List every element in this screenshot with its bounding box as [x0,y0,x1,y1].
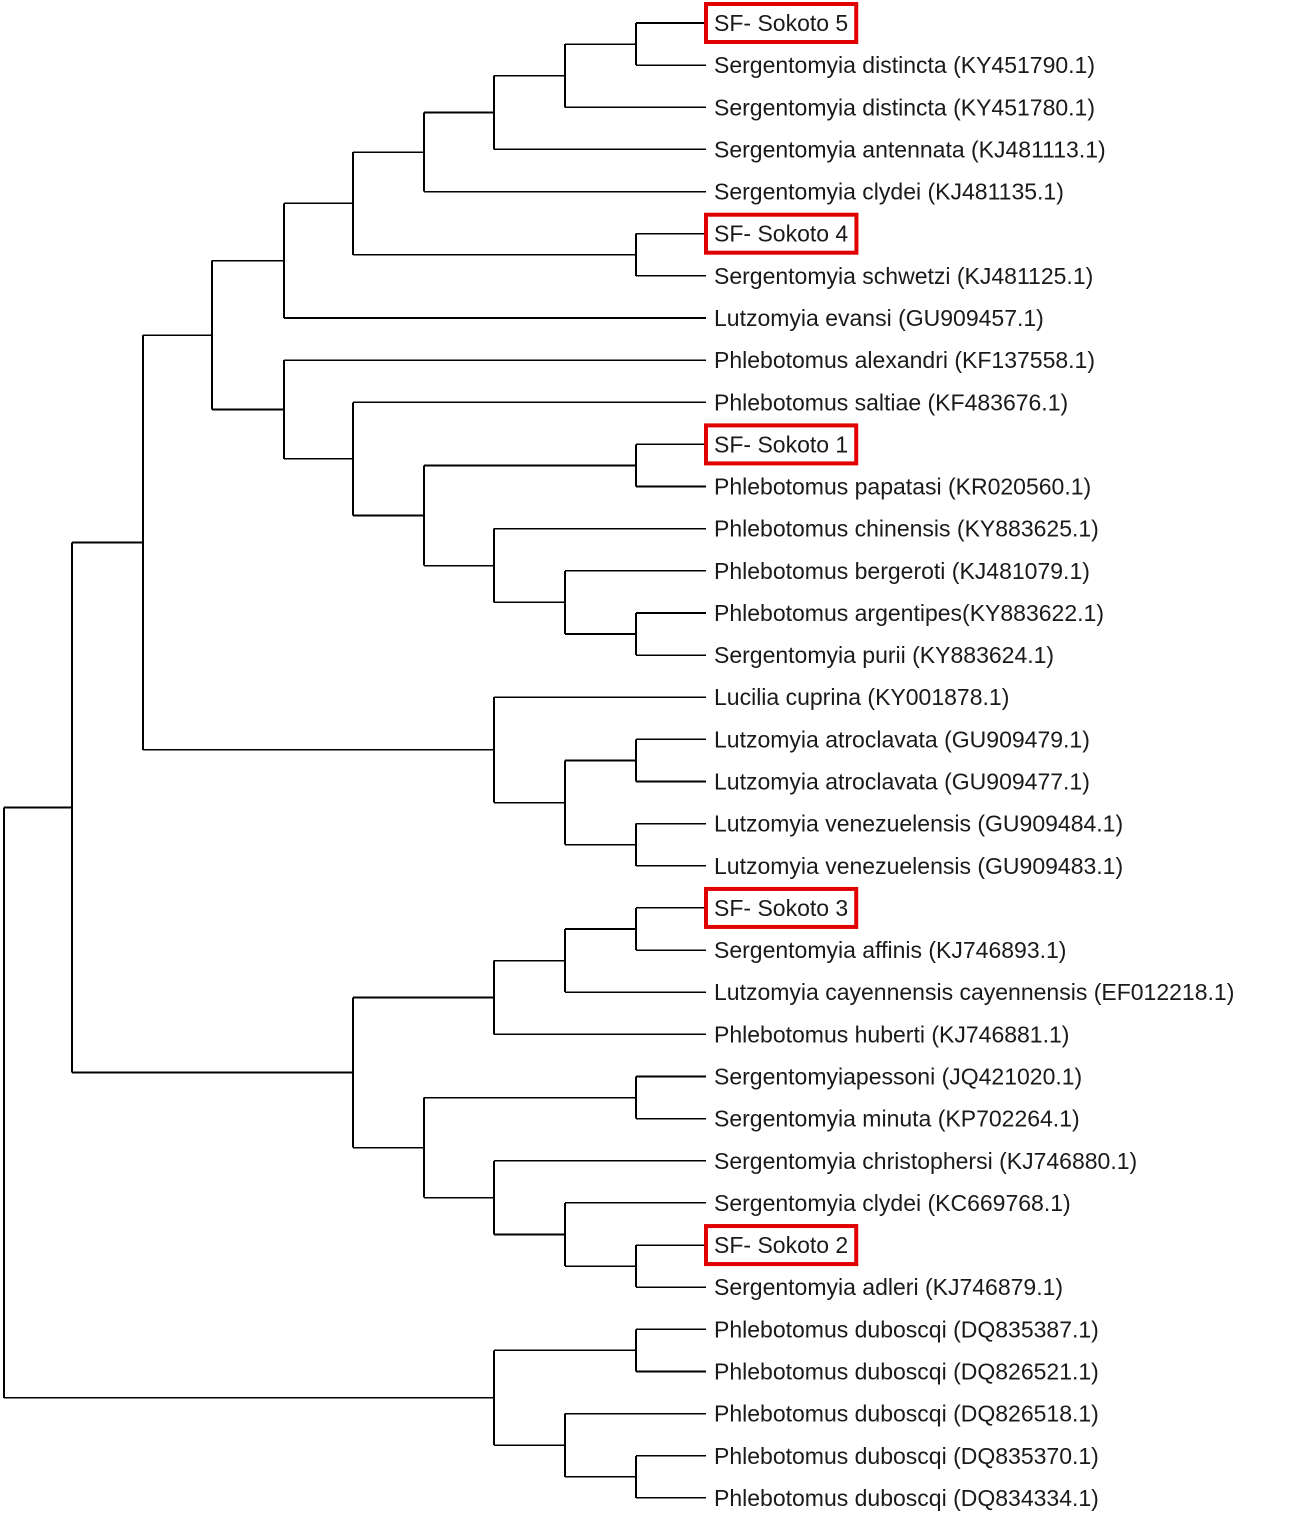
sample-label: SF- Sokoto 1 [714,431,848,457]
highlight-box [704,1224,859,1267]
tree-branches [3,22,706,1499]
taxon-label: Sergentomyia distincta (KY451780.1) [714,94,1095,120]
taxon-label: Sergentomyia antennata (KJ481113.1) [714,136,1106,162]
taxon-label: Phlebotomus huberti (KJ746881.1) [714,1021,1069,1047]
taxon-label: Phlebotomus duboscqi (DQ835370.1) [714,1443,1099,1469]
taxon-label: Lutzomyia evansi (GU909457.1) [714,305,1044,331]
taxon-label: Sergentomyia clydei (KJ481135.1) [714,179,1064,205]
taxon-label: Sergentomyia distincta (KY451790.1) [714,52,1095,78]
sample-label: SF- Sokoto 3 [714,895,848,921]
taxon-label: Phlebotomus duboscqi (DQ826518.1) [714,1401,1099,1427]
taxon-label: Phlebotomus duboscqi (DQ826521.1) [714,1358,1099,1384]
taxon-label: Phlebotomus papatasi (KR020560.1) [714,474,1091,500]
highlight-box [704,423,859,466]
taxon-label: Phlebotomus argentipes(KY883622.1) [714,600,1104,626]
leaf-labels: SF- Sokoto 5 Sergentomyia distincta (KY45… [704,2,1234,1511]
taxon-label: Lucilia cuprina (KY001878.1) [714,684,1009,710]
taxon-label: Lutzomyia cayennensis cayennensis (EF012… [714,979,1234,1005]
taxon-label: Sergentomyia purii (KY883624.1) [714,642,1054,668]
taxon-label: Phlebotomus bergeroti (KJ481079.1) [714,558,1090,584]
taxon-label: Phlebotomus alexandri (KF137558.1) [714,347,1095,373]
taxon-label: Sergentomyia affinis (KJ746893.1) [714,937,1066,963]
taxon-label: Sergentomyia minuta (KP702264.1) [714,1106,1080,1132]
sample-label: SF- Sokoto 4 [714,221,848,247]
taxon-label: Sergentomyia schwetzi (KJ481125.1) [714,263,1093,289]
taxon-label: Lutzomyia venezuelensis (GU909484.1) [714,811,1123,837]
taxon-label: Phlebotomus duboscqi (DQ835387.1) [714,1316,1099,1342]
highlight-box [704,2,859,44]
taxon-label: Lutzomyia atroclavata (GU909477.1) [714,769,1090,795]
taxon-label: Phlebotomus saltiae (KF483676.1) [714,389,1068,415]
taxon-label: Lutzomyia venezuelensis (GU909483.1) [714,853,1123,879]
highlight-box [704,886,859,929]
taxon-label: Sergentomyiapessoni (JQ421020.1) [714,1064,1082,1090]
taxon-label: Sergentomyia adleri (KJ746879.1) [714,1274,1063,1300]
taxon-label: Sergentomyia christophersi (KJ746880.1) [714,1148,1137,1174]
taxon-label: Sergentomyia clydei (KC669768.1) [714,1190,1071,1216]
sample-label: SF- Sokoto 2 [714,1232,848,1258]
taxon-label: Phlebotomus chinensis (KY883625.1) [714,516,1099,542]
sample-label: SF- Sokoto 5 [714,10,848,36]
taxon-label: Phlebotomus duboscqi (DQ834334.1) [714,1485,1099,1511]
taxon-label: Lutzomyia atroclavata (GU909479.1) [714,726,1090,752]
highlight-box [704,212,859,255]
